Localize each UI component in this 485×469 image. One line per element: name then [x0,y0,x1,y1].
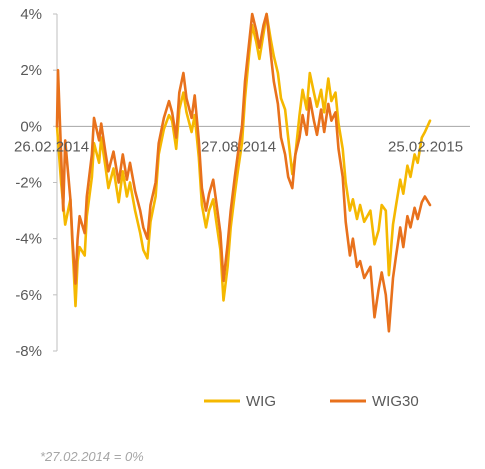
y-tick-label: 2% [20,62,42,79]
y-tick-label: 4% [20,6,42,23]
y-tick-label: -2% [15,175,42,192]
x-tick-label: 25.02.2015 [388,138,463,155]
footnote: *27.02.2014 = 0% [40,449,144,464]
x-tick-label: 27.08.2014 [201,138,276,155]
legend-label-wig: WIG [246,393,276,410]
x-tick-labels: 26.02.2014 27.08.2014 25.02.2015 [14,138,463,155]
series-layer [55,12,432,333]
y-tick-label: -4% [15,231,42,248]
legend: WIG WIG30 [204,393,419,410]
y-tick-label: -8% [15,343,42,360]
legend-label-wig30: WIG30 [372,393,419,410]
y-tick-labels: 4% 2% 0% -2% -4% -6% -8% [15,6,42,360]
y-tick-label: 0% [20,118,42,135]
x-tick-label: 26.02.2014 [14,138,89,155]
series-line-wig30 [55,12,432,333]
series-line-wig [55,12,432,308]
y-tick-label: -6% [15,287,42,304]
